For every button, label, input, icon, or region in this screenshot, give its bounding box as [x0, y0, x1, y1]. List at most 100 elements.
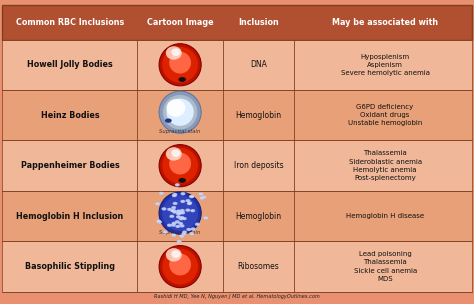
Text: Hemoglobin H Inclusion: Hemoglobin H Inclusion: [16, 212, 124, 221]
Circle shape: [201, 196, 206, 199]
Circle shape: [155, 202, 160, 205]
Text: Inclusion: Inclusion: [238, 18, 279, 26]
Circle shape: [191, 227, 195, 230]
Circle shape: [195, 223, 200, 226]
Text: Supravital stain: Supravital stain: [159, 230, 201, 235]
Ellipse shape: [171, 250, 181, 258]
Text: DNA: DNA: [250, 60, 267, 69]
Circle shape: [181, 192, 185, 195]
Circle shape: [180, 209, 184, 212]
Text: Thalassemia
Sideroblastic anemia
Hemolytic anemia
Post-splenectomy: Thalassemia Sideroblastic anemia Hemolyt…: [348, 150, 422, 181]
Ellipse shape: [169, 52, 191, 74]
Circle shape: [190, 195, 194, 198]
Text: Supravital stain: Supravital stain: [159, 129, 201, 134]
Circle shape: [159, 192, 164, 195]
Text: G6PD deficiency
Oxidant drugs
Unstable hemoglobin: G6PD deficiency Oxidant drugs Unstable h…: [348, 104, 422, 126]
Circle shape: [177, 240, 182, 243]
Circle shape: [162, 207, 166, 210]
Circle shape: [172, 222, 176, 225]
Circle shape: [190, 232, 194, 235]
Circle shape: [186, 228, 191, 231]
Ellipse shape: [166, 98, 194, 126]
Ellipse shape: [166, 147, 182, 161]
Text: Lead poisoning
Thalassemia
Sickle cell anemia
MDS: Lead poisoning Thalassemia Sickle cell a…: [354, 251, 417, 282]
Circle shape: [200, 197, 204, 199]
Text: Cartoon Image: Cartoon Image: [147, 18, 213, 26]
FancyBboxPatch shape: [2, 90, 472, 140]
Circle shape: [186, 199, 190, 202]
Circle shape: [189, 195, 194, 198]
Text: Hemoglobin: Hemoglobin: [235, 212, 282, 221]
Circle shape: [180, 224, 184, 227]
Text: Rashidi H MD, Yee N, Nguyen J MD et al. HematologyOutlines.com: Rashidi H MD, Yee N, Nguyen J MD et al. …: [154, 295, 320, 299]
Circle shape: [163, 231, 167, 233]
Text: Common RBC Inclusions: Common RBC Inclusions: [16, 18, 124, 26]
Circle shape: [173, 193, 177, 196]
Circle shape: [191, 209, 195, 212]
Ellipse shape: [159, 44, 201, 86]
Ellipse shape: [171, 149, 181, 157]
Text: May be associated with: May be associated with: [332, 18, 438, 26]
Circle shape: [172, 206, 176, 209]
Circle shape: [178, 77, 186, 82]
FancyBboxPatch shape: [2, 241, 472, 292]
Ellipse shape: [166, 248, 182, 261]
Circle shape: [172, 234, 176, 237]
Circle shape: [182, 231, 187, 233]
Ellipse shape: [163, 95, 197, 130]
Ellipse shape: [162, 249, 198, 285]
Circle shape: [167, 208, 172, 211]
Ellipse shape: [162, 148, 198, 184]
Ellipse shape: [166, 46, 182, 60]
Text: Pappenheimer Bodies: Pappenheimer Bodies: [20, 161, 119, 170]
Text: Hemoglobin: Hemoglobin: [235, 111, 282, 120]
Circle shape: [187, 202, 191, 205]
Circle shape: [172, 194, 176, 197]
Circle shape: [185, 209, 190, 212]
FancyBboxPatch shape: [2, 191, 472, 241]
Ellipse shape: [169, 254, 191, 275]
Circle shape: [180, 235, 184, 238]
Ellipse shape: [159, 145, 201, 187]
Circle shape: [170, 215, 174, 218]
Text: Basophilic Stippling: Basophilic Stippling: [25, 262, 115, 271]
Circle shape: [171, 224, 176, 227]
Circle shape: [187, 202, 192, 204]
Circle shape: [172, 209, 176, 212]
Ellipse shape: [159, 91, 201, 133]
Text: Hemoglobin H disease: Hemoglobin H disease: [346, 213, 424, 219]
Circle shape: [182, 232, 186, 235]
Circle shape: [173, 202, 177, 205]
FancyBboxPatch shape: [2, 40, 472, 90]
Circle shape: [178, 222, 183, 225]
FancyBboxPatch shape: [2, 5, 472, 40]
Circle shape: [181, 211, 185, 214]
Circle shape: [157, 221, 162, 223]
Circle shape: [181, 200, 185, 203]
Circle shape: [167, 224, 172, 227]
Circle shape: [176, 212, 181, 215]
Text: Iron deposits: Iron deposits: [234, 161, 283, 170]
Ellipse shape: [169, 153, 191, 174]
Circle shape: [199, 192, 203, 195]
Ellipse shape: [159, 192, 201, 234]
Text: Ribosomes: Ribosomes: [237, 262, 279, 271]
Circle shape: [178, 211, 182, 214]
Circle shape: [156, 220, 161, 223]
Ellipse shape: [162, 47, 198, 83]
Text: Howell Jolly Bodies: Howell Jolly Bodies: [27, 60, 113, 69]
Circle shape: [176, 210, 181, 212]
Ellipse shape: [162, 195, 198, 231]
FancyBboxPatch shape: [2, 140, 472, 191]
Ellipse shape: [171, 48, 181, 56]
Circle shape: [175, 183, 180, 186]
Text: Hyposplenism
Asplenism
Severe hemolytic anemia: Hyposplenism Asplenism Severe hemolytic …: [341, 54, 429, 76]
Circle shape: [179, 217, 183, 220]
Ellipse shape: [166, 99, 185, 117]
Ellipse shape: [159, 246, 201, 288]
Text: Heinz Bodies: Heinz Bodies: [41, 111, 99, 120]
Circle shape: [182, 217, 187, 220]
Circle shape: [180, 216, 184, 219]
Circle shape: [170, 209, 175, 212]
Circle shape: [175, 225, 180, 228]
